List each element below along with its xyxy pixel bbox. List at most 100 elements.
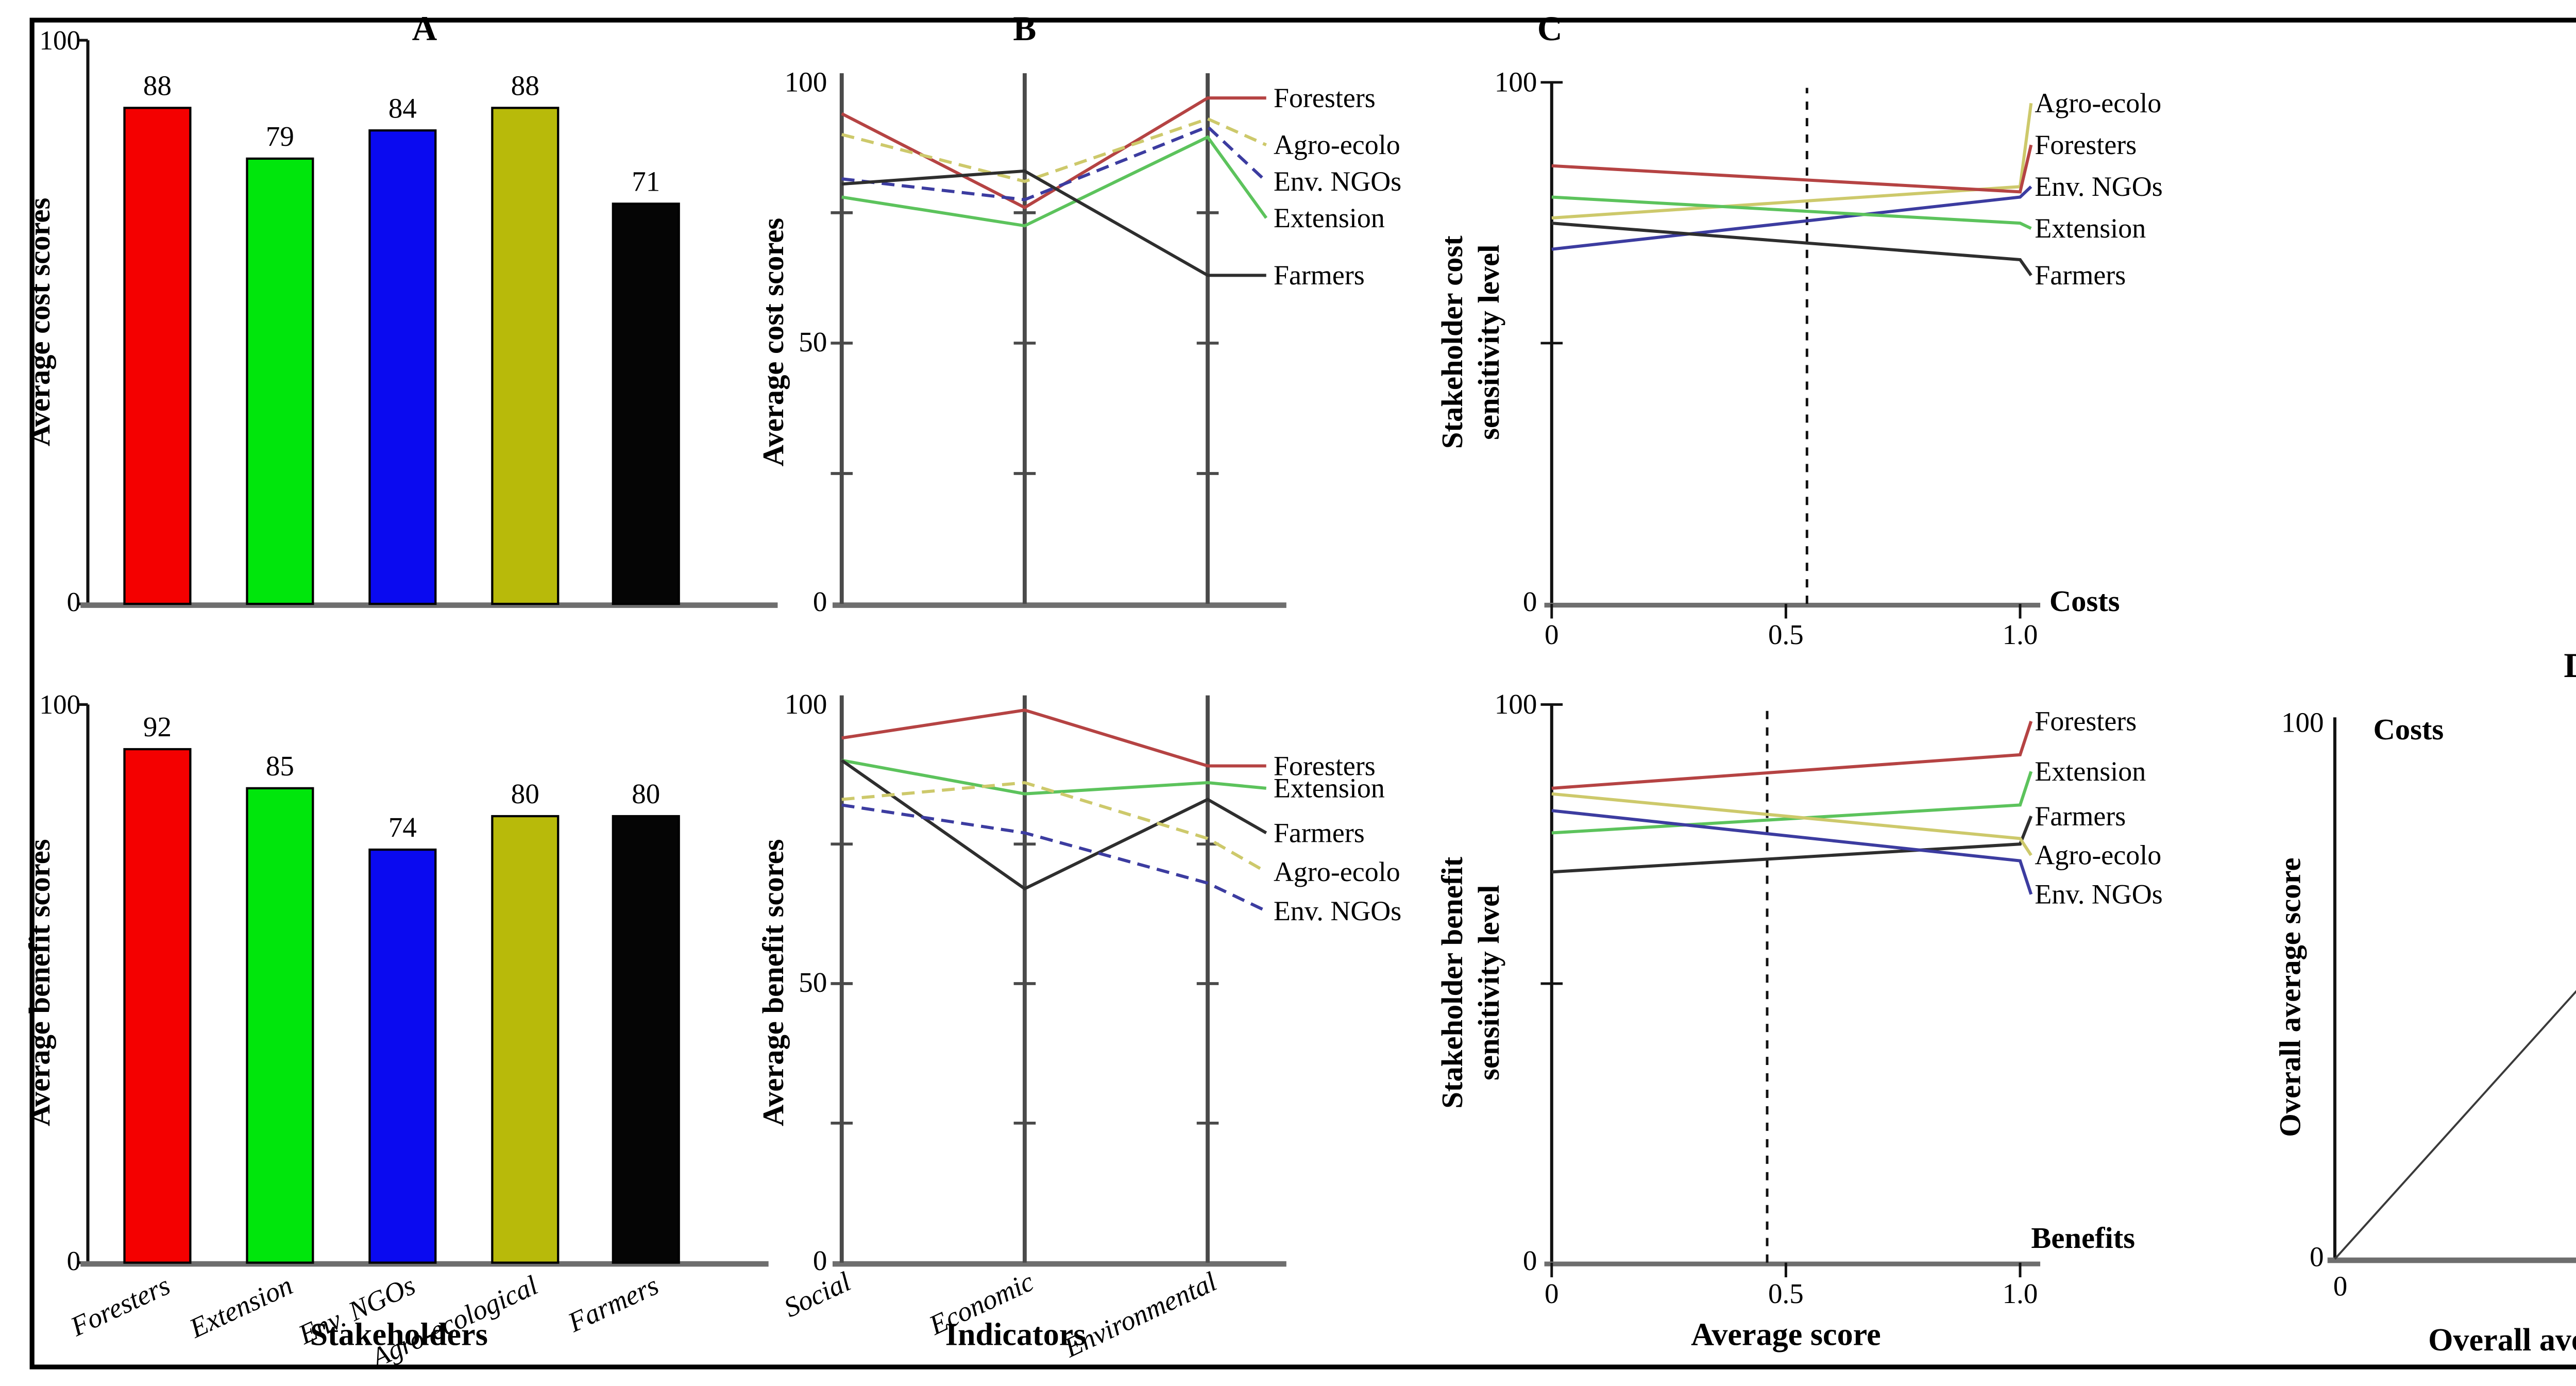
series-line-foresters [841,96,1266,210]
b-bottom-ytick-0: 0 [813,1245,827,1276]
c-bottom-xtick-05: 0.5 [1768,1278,1804,1309]
bar-agro-ecological [491,815,560,1264]
series-line-foresters [1551,144,2033,194]
b-top-y-axis-title: Average cost scores [756,218,790,467]
legend-label-agro-ecolo: Agro-ecolo [2035,840,2161,871]
d-ytick-100: 100 [2281,707,2324,738]
legend-label-env-ngos: Env. NGOs [2035,171,2162,202]
c-top-ytick-0: 0 [1523,586,1537,617]
bar-value-foresters: 88 [143,70,172,102]
a-bottom-ytick-100: 100 [39,689,80,720]
legend-label-env-ngos: Env. NGOs [1274,166,1401,197]
bar-foresters [123,748,192,1264]
series-line-farmers [1551,222,2032,277]
series-line-agro-ecolo [841,117,1267,183]
a-top-y-axis-title: Average cost scores [23,198,56,447]
legend-label-foresters: Foresters [2035,706,2137,737]
d-diagonal-line [2334,990,2576,1260]
figure-frame [29,18,2576,1370]
series-line-foresters [841,708,1266,768]
c-bottom-benefits-label: Benefits [2031,1221,2135,1255]
panel-letter-a: A [412,9,437,48]
c-top-xtick-05: 0.5 [1768,619,1804,650]
b-bottom-ytick-50: 50 [799,967,827,998]
bar-value-agro-ecological: 88 [511,70,539,102]
a-top-ytick-100: 100 [39,25,80,56]
bar-value-farmers: 71 [632,166,660,197]
legend-label-env-ngos: Env. NGOs [1274,895,1401,926]
legend-label-extension: Extension [2035,756,2146,787]
series-line-farmers [841,759,1267,891]
c-top-ytick-100: 100 [1495,66,1537,98]
c-bottom-x-axis-title: Average score [1691,1317,1881,1352]
c-top-y-axis-title-line1: Stakeholder cost [1435,235,1469,449]
bar-value-env-ngos: 74 [388,812,417,843]
c-top-y-axis-title-line2: sensitivity level [1472,245,1505,440]
c-bottom-ytick-100: 100 [1495,688,1537,720]
legend-label-foresters: Foresters [1274,750,1376,781]
panel-b-top: B Average cost scores 100 50 0 Foresters… [756,9,1401,617]
c-bottom-y-axis-title-line1: Stakeholder benefit [1435,856,1469,1108]
b-top-ytick-50: 50 [799,326,827,358]
c-top-xtick-10: 1.0 [2003,619,2038,650]
panel-c-top: C Stakeholder cost sensitivity level 100… [1435,9,2163,650]
legend-label-foresters: Foresters [1274,82,1376,113]
b-bottom-ytick-100: 100 [785,688,827,720]
c-bottom-series: Foresters Extension Farmers Agro-ecolo Env. … [1551,706,2163,1263]
bar-env-ngos [368,848,437,1264]
series-line-farmers [841,169,1266,277]
panel-letter-d: D [2564,646,2576,685]
legend-label-extension: Extension [2035,213,2146,244]
panel-letter-c: C [1537,9,1563,48]
series-line-extension [1551,771,2033,835]
bar-value-env-ngos: 84 [388,92,417,124]
series-line-env-ngos [1551,809,2033,895]
legend-label-extension: Extension [1274,202,1385,233]
bar-value-extension: 79 [266,121,294,152]
c-bottom-y-axis-title-line2: sensitivity level [1472,885,1505,1080]
c-top-costs-label: Costs [2049,584,2120,618]
bar-foresters [123,107,192,605]
b-top-gridlines [831,73,1219,604]
d-y-axis-title: Overall average score [2273,857,2307,1137]
a-top-ytick-0: 0 [67,587,81,617]
b-top-ytick-0: 0 [813,586,827,617]
d-costs-label: Costs [2373,713,2444,746]
c-bottom-xtick-0: 0 [1545,1278,1559,1309]
series-line-foresters [1551,720,2033,790]
b-top-ytick-100: 100 [785,66,827,98]
a-bottom-ytick-0: 0 [67,1246,81,1276]
b-bottom-y-axis-title: Average benefit scores [756,839,790,1126]
bar-farmers [612,202,680,605]
legend-label-env-ngos: Env. NGOs [2035,878,2162,909]
bar-farmers [612,815,680,1264]
legend-label-farmers: Farmers [2035,801,2126,832]
bar-extension [246,787,314,1264]
legend-label-agro-ecolo: Agro-ecolo [1274,856,1400,887]
legend-label-farmers: Farmers [1274,817,1365,848]
bar-value-extension: 85 [266,750,294,782]
a-bottom-x-axis-title: Stakeholders [310,1317,488,1352]
b-top-series: Foresters Agro-ecolo Env. NGOs Extension Far… [841,82,1401,291]
panel-a-top: A Average cost scores 100 0 88 79 84 88 71 [23,9,778,617]
b-bottom-x-axis-title: Indicators [945,1317,1086,1352]
series-line-env-ngos [841,803,1267,912]
panel-letter-b: B [1013,9,1036,48]
series-line-agro-ecolo [841,781,1267,873]
series-line-env-ngos [1551,185,2032,251]
bar-value-farmers: 80 [632,778,660,809]
bar-extension [246,157,314,605]
a-top-bars: 88 79 84 88 71 [123,70,680,605]
series-line-extension [1551,195,2032,230]
d-xtick-0: 0 [2333,1271,2348,1302]
c-bottom-xtick-10: 1.0 [2003,1278,2038,1309]
series-line-agro-ecolo [1551,792,2032,856]
bar-value-foresters: 92 [143,711,172,742]
series-line-extension [841,135,1268,228]
legend-label-farmers: Farmers [2035,260,2126,291]
d-x-axis-title: Overall average score [2428,1323,2576,1358]
bar-value-agro-ecological: 80 [511,778,539,809]
c-top-xtick-0: 0 [1545,619,1559,650]
